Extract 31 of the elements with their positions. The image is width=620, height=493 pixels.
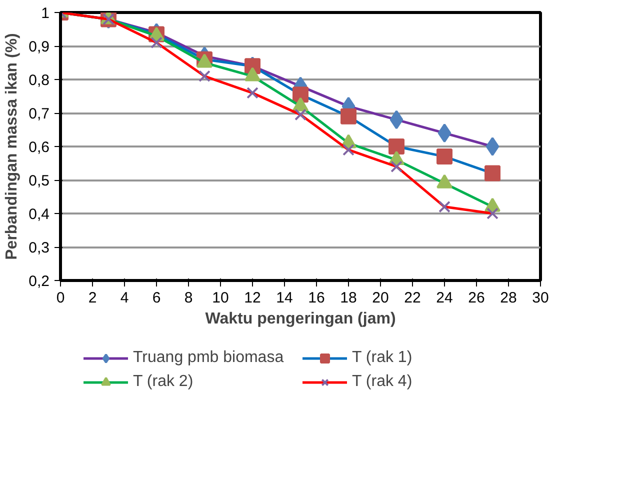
x-tick-label: 6 bbox=[152, 290, 161, 306]
legend-label: T (rak 2) bbox=[133, 373, 194, 391]
x-tick-label: 12 bbox=[244, 290, 261, 306]
y-tick-label: 0,2 bbox=[28, 273, 50, 290]
x-tick-label: 30 bbox=[532, 290, 549, 306]
x-tick-label: 24 bbox=[436, 290, 453, 306]
x-tick-label: 8 bbox=[184, 290, 193, 306]
x-tick-label: 28 bbox=[500, 290, 517, 306]
y-tick-label: 0,5 bbox=[28, 172, 50, 190]
y-tick-label: 0,9 bbox=[28, 38, 50, 56]
y-tick-label: 0,4 bbox=[28, 206, 50, 223]
y-tick-label: 0,8 bbox=[28, 72, 50, 89]
y-tick-label: 0,6 bbox=[28, 139, 50, 156]
x-axis-title: Waktu pengeringan (jam) bbox=[205, 310, 396, 328]
x-tick-label: 26 bbox=[468, 290, 485, 306]
x-tick-label: 10 bbox=[212, 290, 229, 306]
x-tick-label: 20 bbox=[372, 290, 389, 306]
x-tick-label: 18 bbox=[340, 290, 357, 306]
legend-label: T (rak 1) bbox=[352, 349, 414, 367]
y-tick-label: 0,3 bbox=[28, 240, 50, 256]
y-tick-label: 1 bbox=[41, 5, 50, 22]
x-tick-label: 0 bbox=[56, 290, 65, 306]
x-tick-label: 14 bbox=[276, 290, 293, 306]
legend-label: T (rak 4) bbox=[352, 373, 414, 391]
y-tick-label: 0,7 bbox=[28, 106, 50, 122]
legend-label: Truang pmb biomasa bbox=[133, 349, 285, 367]
x-tick-label: 16 bbox=[308, 290, 325, 306]
x-tick-label: 4 bbox=[120, 290, 129, 306]
y-axis-title: Perbandingan massa ikan (%) bbox=[4, 33, 21, 260]
x-tick-label: 22 bbox=[404, 290, 421, 306]
x-tick-label: 2 bbox=[88, 290, 97, 306]
